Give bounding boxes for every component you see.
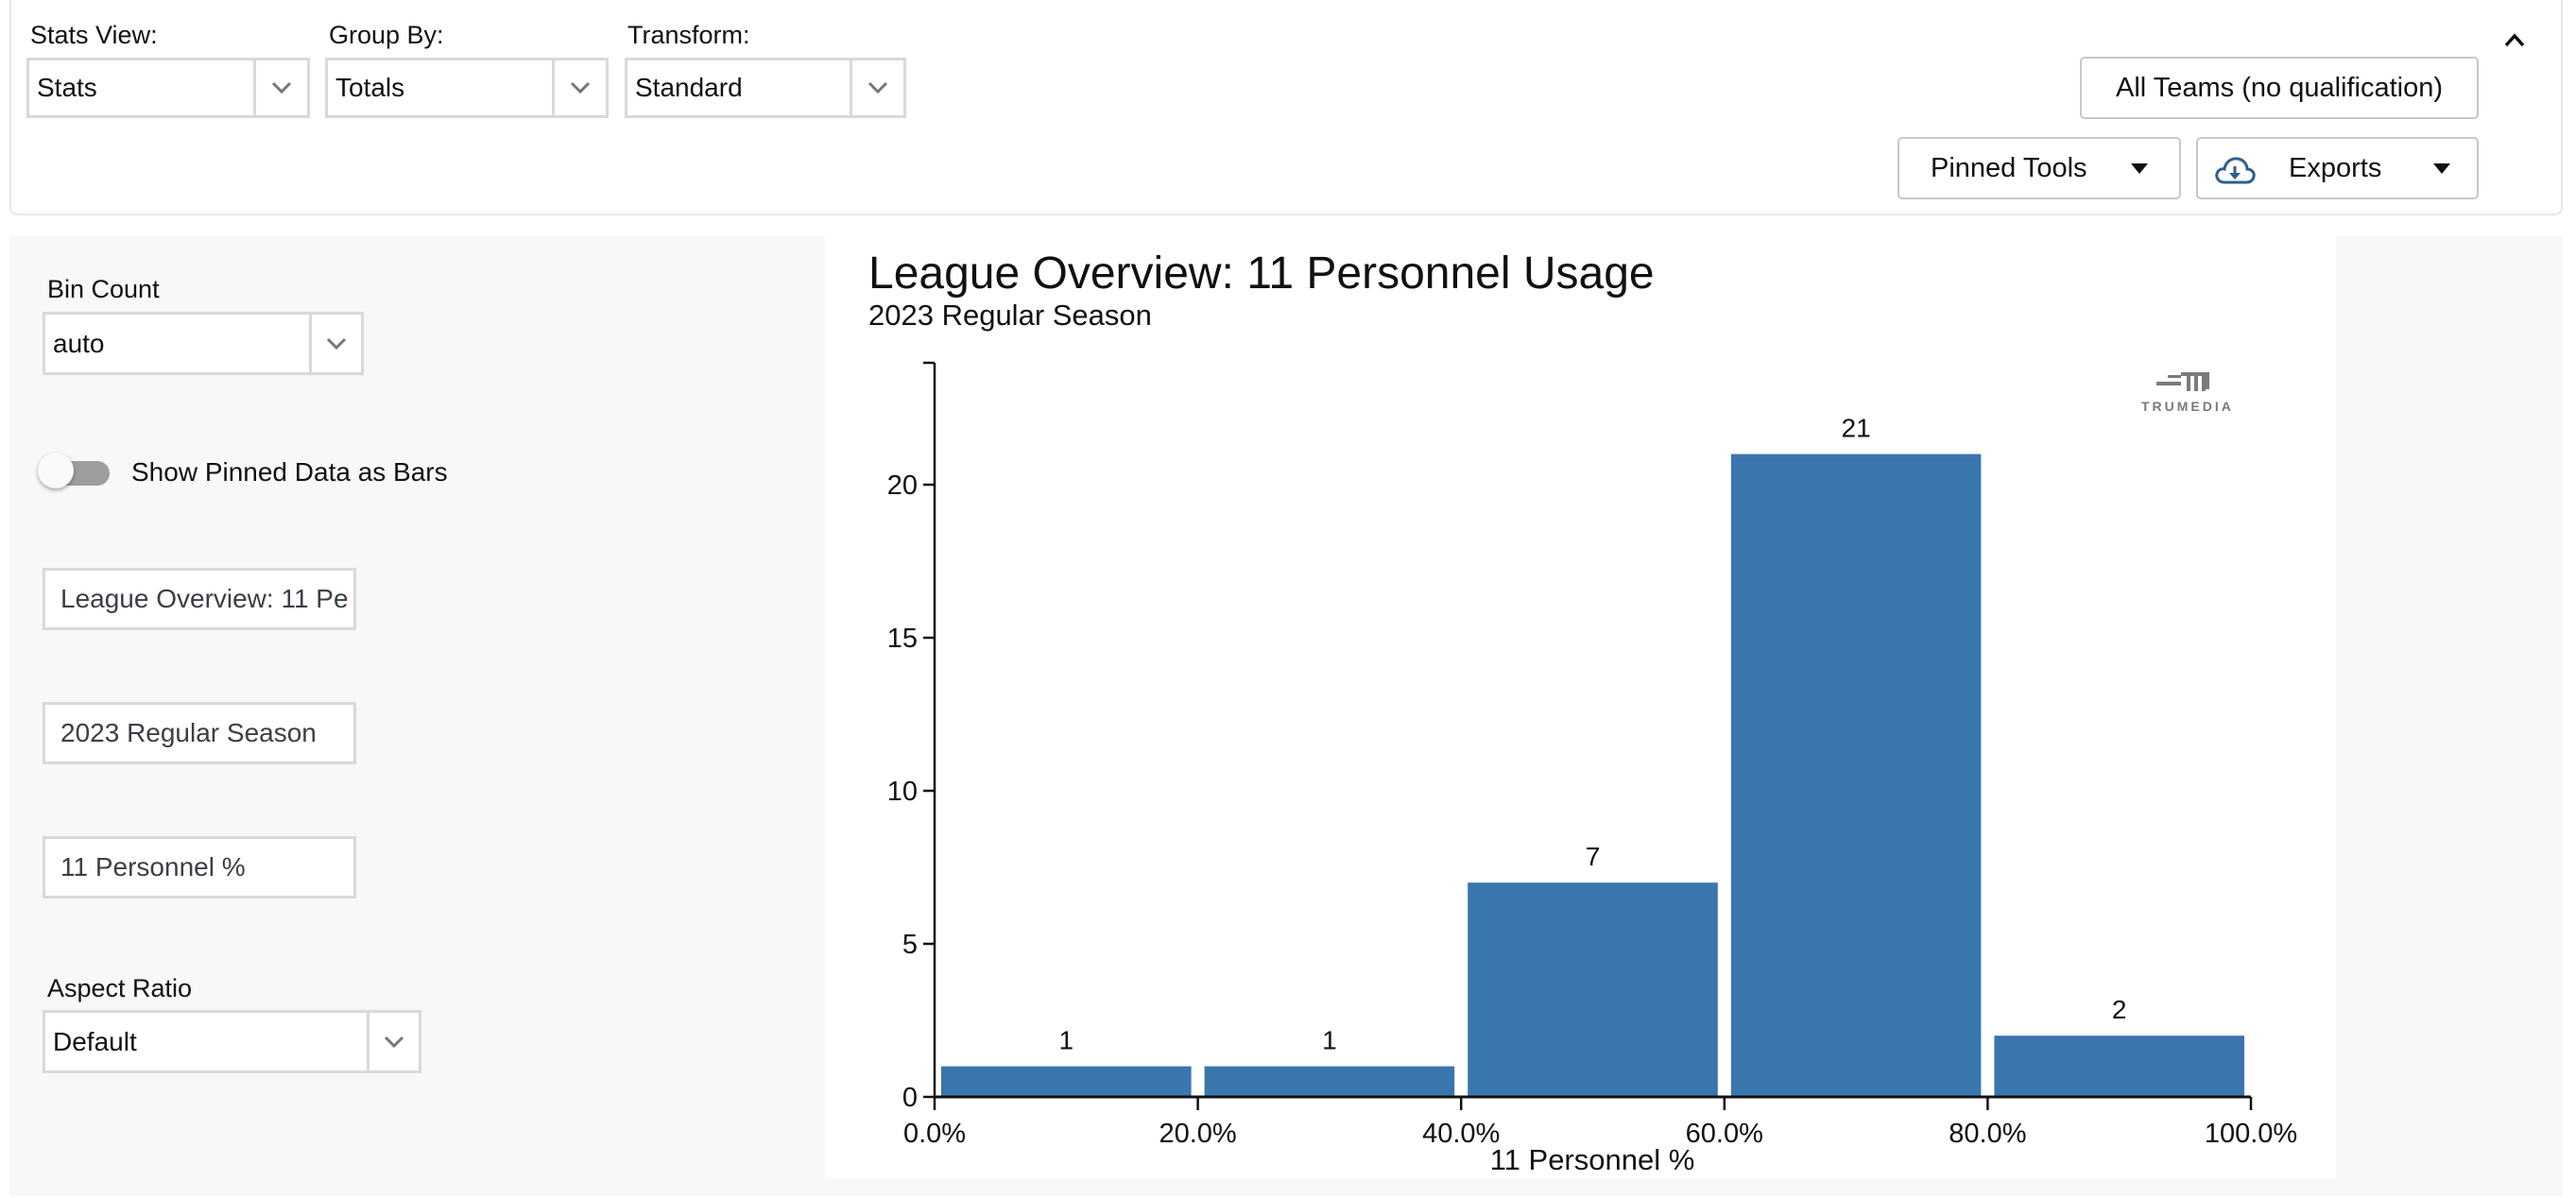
- collapse-toolbar-button[interactable]: [2502, 28, 2527, 53]
- toggle-knob: [38, 453, 74, 488]
- x-tick-label: 20.0%: [1159, 1119, 1236, 1149]
- exports-button[interactable]: Exports: [2196, 137, 2479, 199]
- y-tick-label: 10: [887, 777, 918, 807]
- histogram-bar[interactable]: [1468, 882, 1718, 1097]
- bin-count-select[interactable]: auto: [43, 312, 364, 375]
- x-tick-label: 100.0%: [2205, 1119, 2297, 1149]
- histogram-bar[interactable]: [1204, 1066, 1455, 1097]
- transform-value: Standard: [635, 73, 743, 102]
- bar-value-label: 1: [1059, 1026, 1074, 1055]
- chart-subtitle-input[interactable]: 2023 Regular Season: [43, 702, 356, 764]
- chart-title-input[interactable]: League Overview: 11 Pe: [43, 568, 356, 630]
- y-tick-label: 5: [902, 930, 918, 960]
- x-axis-label-input[interactable]: 11 Personnel %: [43, 836, 356, 898]
- x-tick-label: 0.0%: [903, 1119, 966, 1149]
- y-tick-label: 0: [902, 1083, 918, 1113]
- bin-count-label: Bin Count: [47, 275, 160, 303]
- x-tick-label: 80.0%: [1949, 1119, 2026, 1149]
- qualification-button[interactable]: All Teams (no qualification): [2080, 57, 2479, 119]
- x-axis-label: 11 Personnel %: [1490, 1143, 1695, 1176]
- chart-subtitle: 2023 Regular Season: [868, 299, 1152, 332]
- transform-select[interactable]: Standard: [625, 58, 906, 118]
- show-pinned-toggle[interactable]: [38, 453, 112, 488]
- transform-label: Transform:: [627, 21, 750, 49]
- stats-view-value: Stats: [37, 73, 97, 102]
- x-tick-label: 40.0%: [1422, 1119, 1500, 1149]
- logo-text: TRUMEDIA: [2141, 399, 2234, 414]
- cloud-download-icon: [2215, 157, 2256, 184]
- aspect-ratio-select[interactable]: Default: [43, 1010, 421, 1073]
- aspect-ratio-value: Default: [53, 1026, 137, 1056]
- right-margin: [2336, 236, 2563, 1196]
- trumedia-logo-icon: [2156, 372, 2209, 391]
- histogram-bars: 1 1 7 21 2: [941, 414, 2244, 1098]
- chevron-down-icon: [367, 1013, 419, 1070]
- y-tick-label: 20: [887, 471, 918, 501]
- group-by-value: Totals: [335, 73, 405, 102]
- stats-view-select[interactable]: Stats: [26, 58, 310, 118]
- bar-value-label: 21: [1842, 414, 1871, 443]
- histogram-bar[interactable]: [1730, 454, 1982, 1098]
- exports-label: Exports: [2289, 152, 2382, 183]
- show-pinned-label: Show Pinned Data as Bars: [131, 457, 448, 487]
- histogram-bar[interactable]: [1994, 1035, 2244, 1097]
- chevron-up-icon: [2504, 33, 2525, 47]
- chevron-down-icon: [309, 315, 361, 372]
- aspect-ratio-label: Aspect Ratio: [47, 974, 193, 1002]
- group-by-label: Group By:: [329, 21, 444, 49]
- bar-value-label: 2: [2112, 995, 2127, 1024]
- bar-value-label: 1: [1322, 1026, 1337, 1055]
- x-tick-label: 60.0%: [1686, 1119, 1763, 1149]
- group-by-select[interactable]: Totals: [325, 58, 609, 118]
- bar-value-label: 7: [1586, 842, 1601, 871]
- chevron-down-icon: [552, 60, 606, 115]
- bottom-margin: [825, 1179, 2337, 1196]
- chart-title: League Overview: 11 Personnel Usage: [868, 248, 1655, 299]
- stats-view-label: Stats View:: [30, 21, 158, 49]
- caret-down-icon: [2433, 163, 2450, 174]
- pinned-tools-label: Pinned Tools: [1931, 152, 2087, 183]
- bin-count-value: auto: [53, 328, 105, 358]
- caret-down-icon: [2131, 163, 2148, 174]
- chevron-down-icon: [253, 60, 307, 115]
- chevron-down-icon: [850, 60, 903, 115]
- trumedia-logo: TRUMEDIA: [2138, 368, 2232, 416]
- chart-axes: 0 5 10 15 20 0.0% 20.0% 40.0% 60.0% 80.0% 100.0%: [887, 361, 2297, 1149]
- histogram-bar[interactable]: [941, 1066, 1192, 1097]
- y-tick-label: 15: [887, 624, 918, 654]
- qualification-button-label: All Teams (no qualification): [2115, 72, 2444, 103]
- pinned-tools-button[interactable]: Pinned Tools: [1898, 137, 2181, 199]
